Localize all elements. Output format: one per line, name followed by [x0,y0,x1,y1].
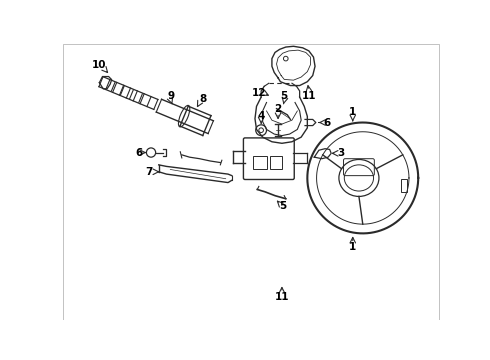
Text: 5: 5 [281,91,288,101]
Text: 6: 6 [136,148,143,158]
Text: 12: 12 [251,88,266,98]
Bar [253,156,268,170]
Text: 5: 5 [279,202,286,211]
Bar [270,156,282,170]
Text: 4: 4 [257,111,265,121]
Text: 11: 11 [302,91,316,100]
Text: 10: 10 [92,60,107,70]
Bar [401,180,408,192]
Text: 1: 1 [349,108,356,117]
Text: 6: 6 [323,117,330,127]
Text: 3: 3 [338,148,345,158]
Text: 1: 1 [349,242,356,252]
Text: 7: 7 [145,167,152,177]
Text: 11: 11 [275,292,289,302]
Text: 9: 9 [168,91,174,101]
Text: 8: 8 [199,94,207,104]
Text: 2: 2 [274,104,282,114]
